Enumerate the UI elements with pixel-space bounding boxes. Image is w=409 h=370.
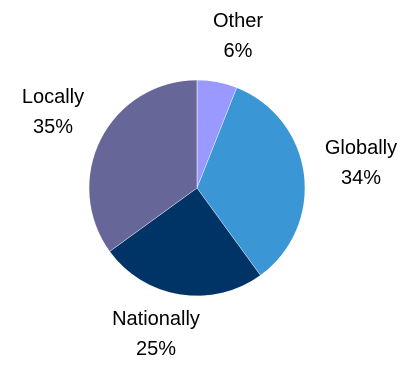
pie-slice-globally [196,87,306,276]
slice-name-label: Globally [325,137,397,159]
pie-label-globally: Globally 34% [325,137,397,189]
slice-name-label: Other [213,10,263,32]
pie-label-other: Other 6% [213,10,263,62]
slice-value-label: 34% [341,167,381,189]
slice-value-label: 6% [224,40,253,62]
slice-value-label: 25% [136,338,176,360]
pie-slice-nationally [109,187,261,297]
pie-label-nationally: Nationally 25% [112,308,200,360]
pie-slice-locally [88,79,198,252]
pie-labels: Other 6% Globally 34% Nationally 25% Locally 35… [22,10,397,360]
slice-value-label: 35% [33,116,73,138]
pie-label-locally: Locally 35% [22,86,84,138]
slice-name-label: Nationally [112,308,200,330]
pie-slices [88,79,306,297]
slice-name-label: Locally [22,86,84,108]
